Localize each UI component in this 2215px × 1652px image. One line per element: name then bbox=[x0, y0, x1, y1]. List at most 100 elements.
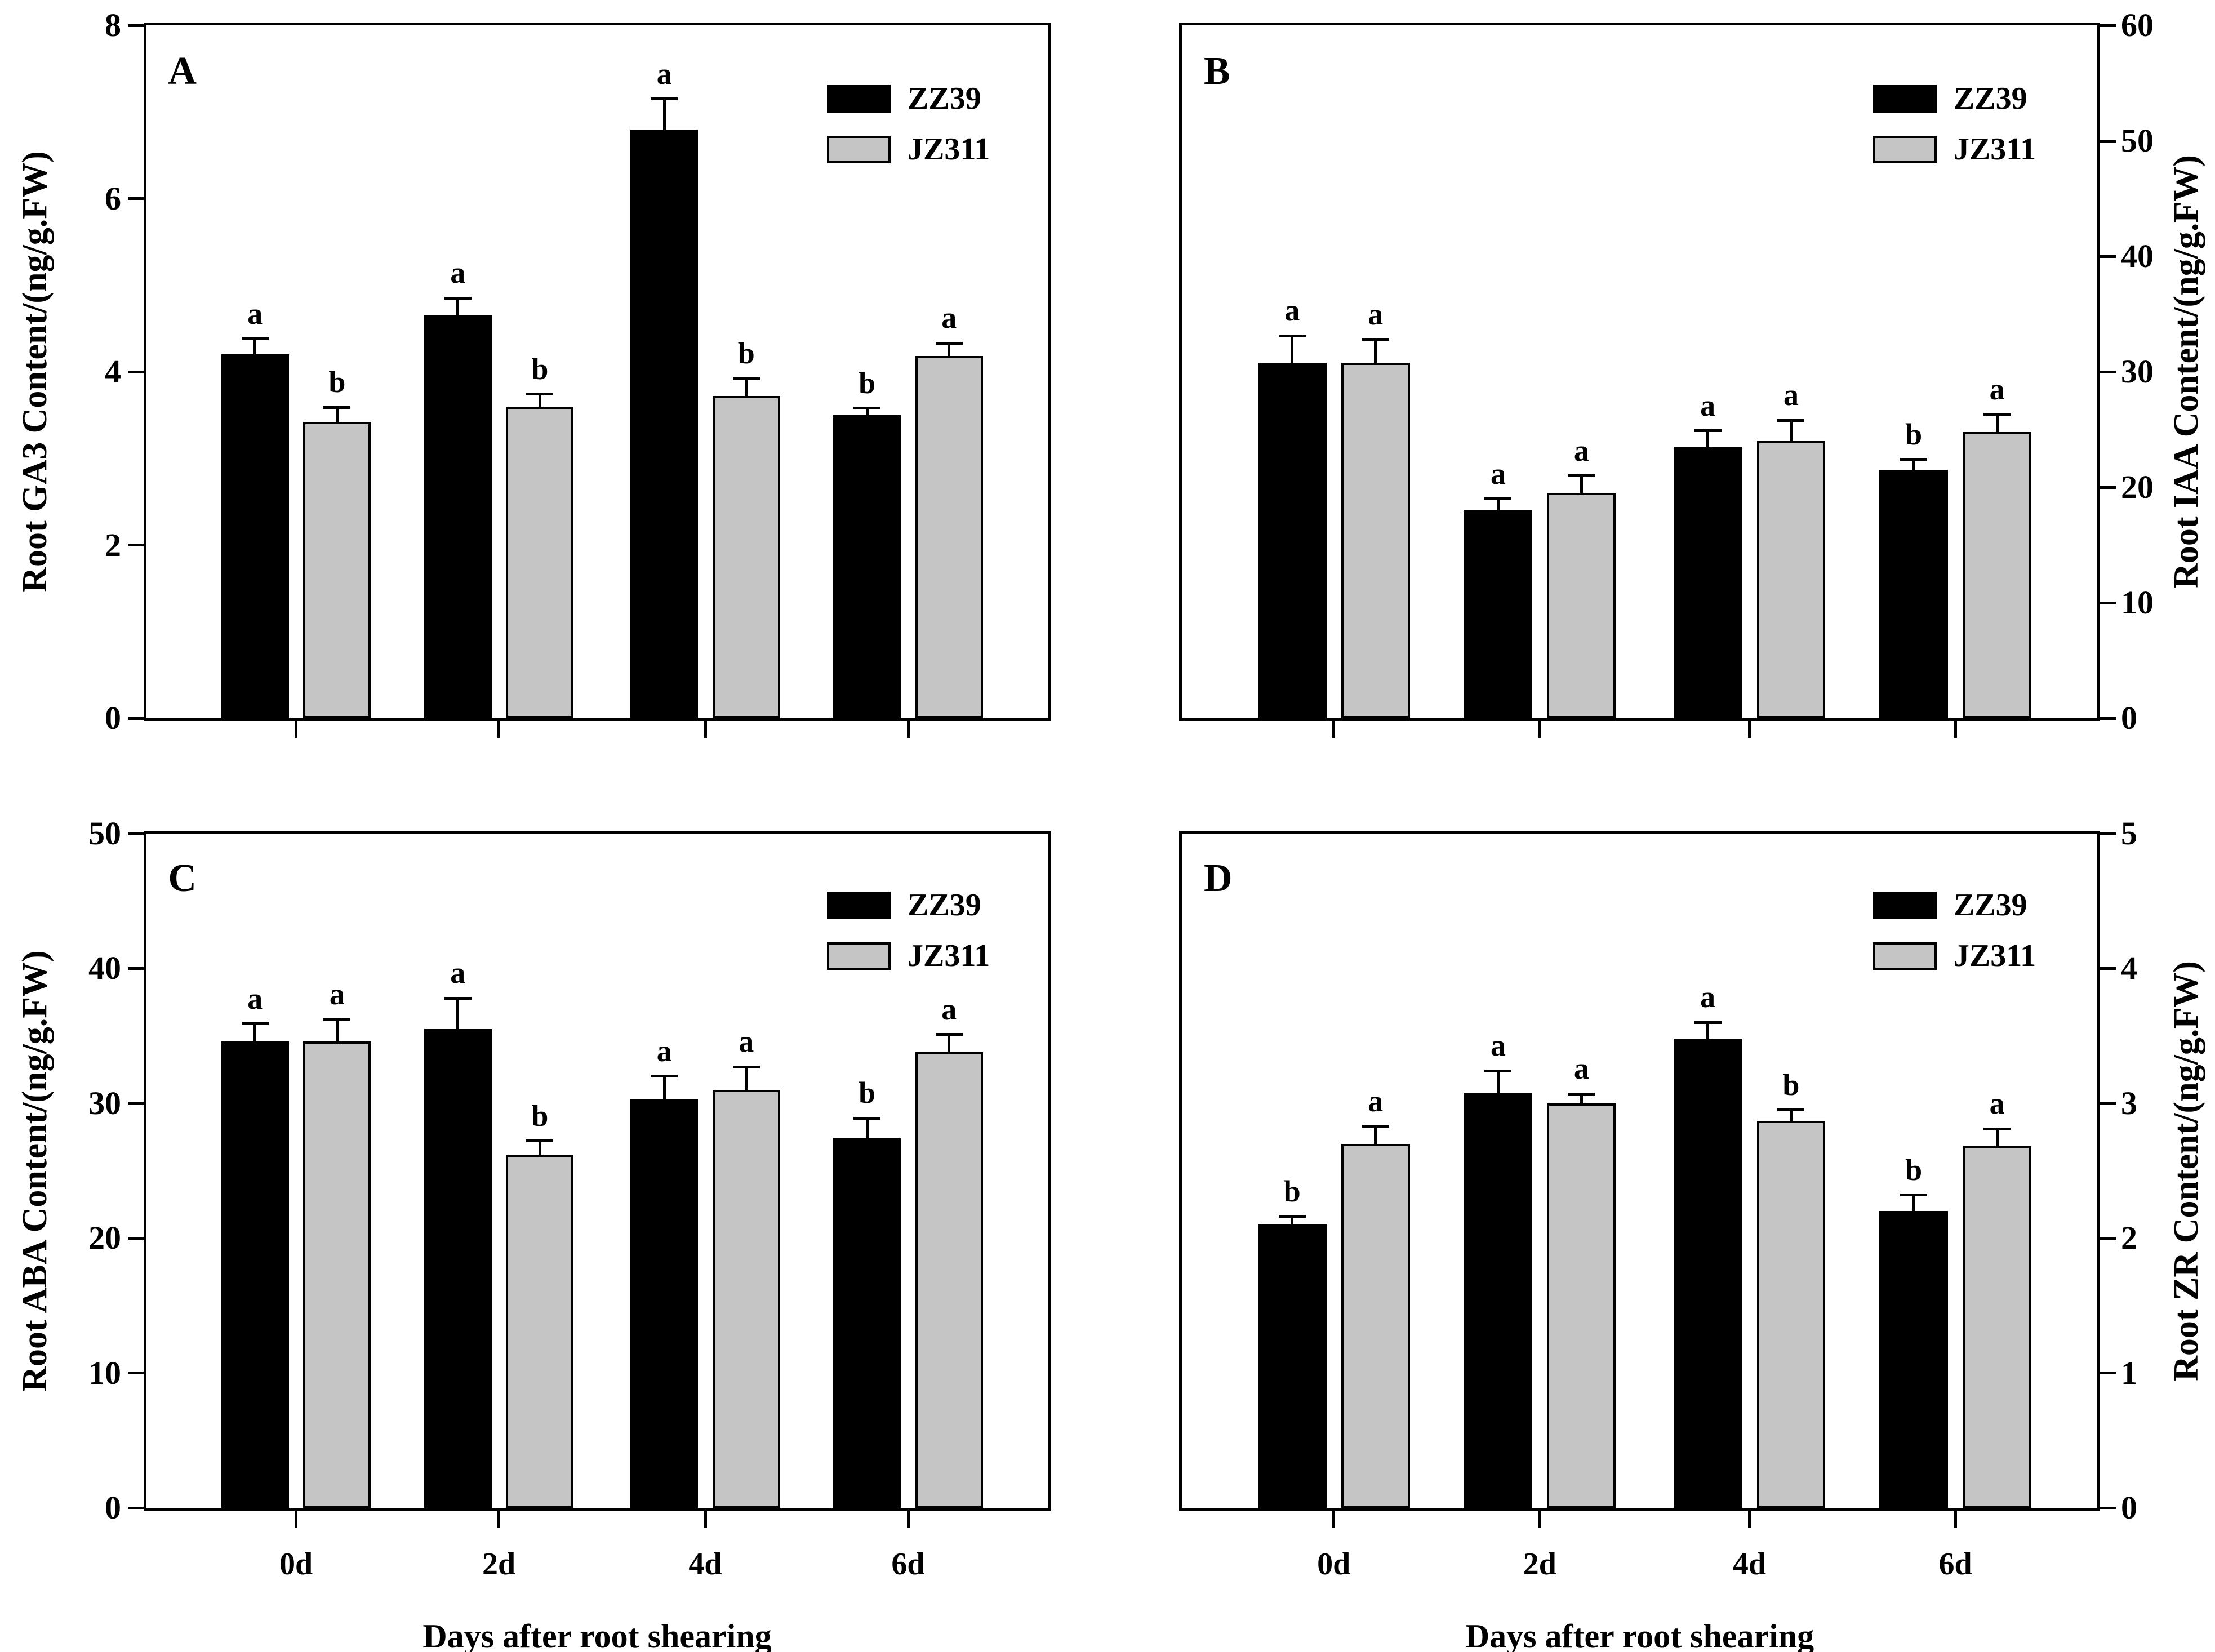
legend-row-zz39: ZZ39 bbox=[827, 889, 990, 921]
error-bar-line bbox=[1291, 336, 1294, 363]
y-axis-tick-label: 4 bbox=[2121, 950, 2137, 987]
y-axis-tick-label: 4 bbox=[105, 353, 121, 390]
y-axis-tick bbox=[2100, 832, 2116, 835]
error-bar-line bbox=[865, 1118, 869, 1139]
y-axis-tick-label: 5 bbox=[2121, 815, 2137, 852]
x-axis-tick-label: 0d bbox=[279, 1547, 313, 1582]
y-axis-title: Root GA3 Content/(ng/g.FW) bbox=[16, 151, 54, 593]
bar-jz311-6d bbox=[1963, 1146, 2031, 1508]
bar-zz39-2d bbox=[1464, 1092, 1533, 1508]
legend: ZZ39 JZ311 bbox=[827, 83, 990, 184]
x-axis-tick bbox=[1332, 1511, 1336, 1528]
significance-letter: a bbox=[1989, 1087, 2005, 1121]
error-bar-cap bbox=[1694, 429, 1722, 433]
bar-zz39-0d bbox=[221, 354, 289, 718]
legend: ZZ39 JZ311 bbox=[1872, 83, 2036, 184]
error-bar-line bbox=[865, 408, 869, 415]
y-axis-tick bbox=[128, 967, 144, 970]
error-bar-cap bbox=[1362, 338, 1389, 341]
legend-swatch-zz39 bbox=[827, 891, 891, 919]
legend-row-zz39: ZZ39 bbox=[1872, 889, 2036, 921]
error-bar-line bbox=[745, 1067, 748, 1090]
error-bar-line bbox=[1706, 1022, 1710, 1039]
y-axis-tick bbox=[128, 716, 144, 720]
bar-zz39-4d bbox=[630, 129, 699, 718]
bar-zz39-2d bbox=[424, 315, 492, 718]
bar-zz39-4d bbox=[1673, 1038, 1742, 1508]
error-bar-line bbox=[1789, 420, 1793, 441]
y-axis-tick-label: 3 bbox=[2121, 1084, 2137, 1121]
legend-row-jz311: JZ311 bbox=[1872, 940, 2036, 972]
significance-letter: a bbox=[450, 956, 466, 990]
bar-zz39-0d bbox=[1257, 362, 1327, 718]
error-bar-cap bbox=[323, 406, 351, 409]
error-bar-cap bbox=[1278, 1215, 1306, 1218]
x-axis-tick-label: 2d bbox=[1523, 1547, 1556, 1582]
error-bar-cap bbox=[1362, 1125, 1389, 1128]
bar-jz311-2d bbox=[1547, 493, 1616, 718]
error-bar-cap bbox=[1484, 1069, 1512, 1072]
bar-jz311-2d bbox=[506, 406, 574, 718]
legend-swatch-jz311 bbox=[1872, 942, 1937, 970]
panel-b-plot-area: B 0 10 20 30 40 50 60 Root IAA Content/(ng/g.FW)… bbox=[1179, 9, 2205, 738]
legend-row-jz311: JZ311 bbox=[827, 133, 990, 165]
y-axis-tick-label: 6 bbox=[105, 180, 121, 217]
error-bar-line bbox=[1496, 1071, 1500, 1093]
significance-letter: a bbox=[247, 981, 263, 1016]
bar-jz311-4d bbox=[1756, 1120, 1826, 1508]
error-bar-line bbox=[253, 339, 257, 355]
error-bar-cap bbox=[444, 996, 472, 1000]
significance-letter: b bbox=[1782, 1067, 1800, 1102]
y-axis-tick-label: 20 bbox=[2121, 469, 2154, 505]
significance-letter: b bbox=[737, 336, 755, 371]
error-bar-line bbox=[538, 1141, 541, 1155]
x-axis-tick bbox=[906, 1511, 910, 1528]
x-axis-tick-label: 4d bbox=[688, 1547, 722, 1582]
significance-letter: b bbox=[859, 1076, 876, 1110]
bar-zz39-2d bbox=[424, 1029, 492, 1508]
error-bar-line bbox=[745, 379, 748, 397]
y-axis-tick-label: 40 bbox=[88, 950, 121, 987]
error-bar-cap bbox=[241, 1022, 269, 1026]
significance-letter: a bbox=[1700, 980, 1716, 1014]
legend: ZZ39 JZ311 bbox=[827, 889, 990, 991]
y-axis-tick bbox=[128, 1506, 144, 1509]
bar-jz311-0d bbox=[303, 422, 371, 718]
error-bar-cap bbox=[1694, 1021, 1722, 1024]
x-axis-tick-label: 6d bbox=[891, 1547, 925, 1582]
significance-letter: a bbox=[450, 256, 466, 290]
error-bar-line bbox=[948, 1034, 951, 1052]
bar-zz39-6d bbox=[833, 415, 901, 718]
y-axis-tick bbox=[2100, 486, 2116, 489]
y-axis-tick bbox=[2100, 1102, 2116, 1105]
y-axis-tick-label: 50 bbox=[2121, 122, 2154, 159]
x-axis-tick bbox=[1954, 721, 1957, 738]
bar-zz39-4d bbox=[1673, 447, 1742, 718]
error-bar-cap bbox=[935, 1033, 963, 1036]
y-axis-tick bbox=[128, 197, 144, 200]
x-axis-tick-label: 0d bbox=[1317, 1547, 1351, 1582]
x-axis-tick bbox=[497, 721, 501, 738]
significance-letter: b bbox=[1905, 417, 1923, 451]
x-axis-tick bbox=[497, 1511, 501, 1528]
panel-d-letter: D bbox=[1204, 857, 1233, 901]
legend-label-jz311: JZ311 bbox=[908, 132, 990, 167]
panel-a-plot-area: A 0 2 4 6 8 Root GA3 Content/(ng/g.FW) a b a b a b b a… bbox=[16, 9, 1051, 738]
y-axis-tick-label: 40 bbox=[2121, 238, 2154, 274]
significance-letter: a bbox=[656, 1034, 672, 1068]
bar-jz311-4d bbox=[712, 1089, 780, 1508]
significance-letter: a bbox=[247, 296, 263, 331]
error-bar-cap bbox=[1983, 413, 2011, 416]
error-bar-cap bbox=[732, 377, 760, 380]
x-axis-tick bbox=[1954, 1511, 1957, 1528]
significance-letter: a bbox=[656, 56, 672, 91]
significance-letter: a bbox=[1490, 1028, 1506, 1063]
y-axis-tick bbox=[128, 1102, 144, 1105]
bar-zz39-6d bbox=[833, 1138, 901, 1508]
error-bar-cap bbox=[444, 296, 472, 300]
legend-swatch-zz39 bbox=[1872, 84, 1937, 113]
y-axis-tick-label: 30 bbox=[88, 1084, 121, 1121]
error-bar-cap bbox=[526, 393, 554, 396]
y-axis-tick bbox=[128, 370, 144, 373]
